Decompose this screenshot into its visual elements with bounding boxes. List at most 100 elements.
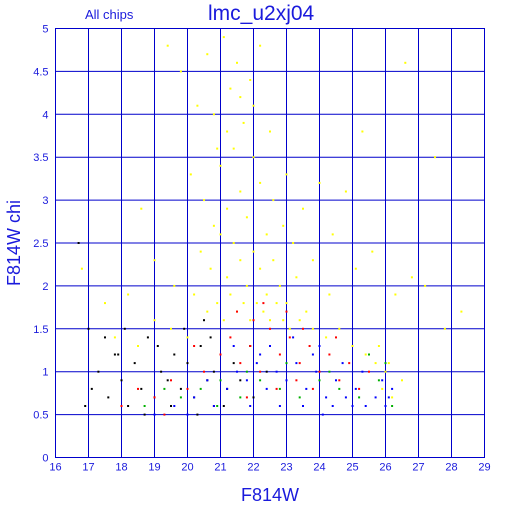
scatter-point <box>222 319 225 322</box>
scatter-point <box>226 207 229 210</box>
scatter-point <box>259 379 262 382</box>
scatter-point <box>278 284 281 287</box>
scatter-point <box>252 156 255 159</box>
scatter-point <box>173 353 176 356</box>
scatter-point <box>285 173 288 176</box>
scatter-point <box>242 121 245 124</box>
scatter-point <box>262 302 265 305</box>
scatter-point <box>384 362 387 365</box>
scatter-point <box>285 362 288 365</box>
scatter-point <box>338 327 341 330</box>
scatter-point <box>153 319 156 322</box>
scatter-point <box>269 327 271 330</box>
scatter-point <box>113 336 116 339</box>
scatter-point <box>186 413 189 416</box>
x-axis-label: F814W <box>241 485 299 505</box>
scatter-point <box>242 302 245 305</box>
y-tick-label: 4.5 <box>33 66 48 78</box>
scatter-point <box>236 370 238 373</box>
scatter-point <box>143 405 146 407</box>
scatter-point <box>219 379 222 382</box>
scatter-point <box>206 310 209 313</box>
scatter-point <box>226 387 229 390</box>
scatter-point <box>344 396 347 399</box>
scatter-point <box>216 405 219 407</box>
scatter-point <box>361 130 364 133</box>
scatter-point <box>239 259 242 262</box>
chart-title: lmc_u2xj04 <box>208 2 315 25</box>
scatter-point <box>140 207 143 210</box>
scatter-point <box>311 387 314 390</box>
scatter-point <box>127 293 130 296</box>
scatter-point <box>212 370 215 373</box>
scatter-point <box>193 293 196 296</box>
x-tick-labels: 16 17 18 19 20 21 22 23 24 25 26 27 28 29 <box>49 462 490 474</box>
scatter-point <box>278 387 281 390</box>
x-tick-label: 16 <box>49 462 61 474</box>
scatter-point <box>87 327 90 330</box>
scatter-point <box>381 379 384 382</box>
scatter-point <box>143 413 146 416</box>
y-tick-label: 4 <box>42 109 48 121</box>
y-tick-label: 0 <box>42 453 48 465</box>
scatter-point <box>173 405 176 407</box>
scatter-point <box>189 173 192 176</box>
scatter-point <box>166 44 169 47</box>
scatter-point <box>236 61 238 64</box>
scatter-point <box>269 319 271 322</box>
scatter-point <box>203 319 205 322</box>
scatter-point <box>295 362 298 365</box>
scatter-point <box>163 413 166 416</box>
scatter-point <box>391 405 394 407</box>
scatter-point <box>199 250 202 253</box>
scatter-point <box>113 353 116 356</box>
y-tick-label: 2 <box>42 281 48 293</box>
scatter-point <box>212 113 215 116</box>
scatter-point <box>305 387 308 390</box>
scatter-point <box>272 259 275 262</box>
scatter-point <box>170 327 172 330</box>
scatter-point <box>391 387 394 390</box>
scatter-point <box>404 61 407 64</box>
scatter-point <box>338 387 341 390</box>
scatter-point <box>368 353 370 356</box>
scatter-point <box>377 345 380 347</box>
scatter-series <box>120 302 370 416</box>
scatter-point <box>193 345 196 347</box>
scatter-point <box>278 353 281 356</box>
x-tick-label: 26 <box>379 462 391 474</box>
scatter-point <box>229 293 232 296</box>
scatter-point <box>358 387 361 390</box>
scatter-point <box>153 259 156 262</box>
scatter-point <box>236 310 238 313</box>
scatter-point <box>133 362 136 365</box>
scatter-point <box>170 405 172 407</box>
scatter-point <box>193 396 196 399</box>
scatter-point <box>226 276 229 279</box>
scatter-point <box>252 319 255 322</box>
scatter-point <box>104 336 106 339</box>
scatter-point <box>354 267 357 270</box>
y-tick-label: 3.5 <box>33 152 48 164</box>
scatter-point <box>199 387 202 390</box>
scatter-point <box>255 362 258 365</box>
scatter-point <box>275 387 278 390</box>
x-tick-label: 23 <box>280 462 292 474</box>
scatter-point <box>351 405 354 407</box>
scatter-point <box>196 413 199 416</box>
scatter-point <box>219 164 222 167</box>
scatter-point <box>285 310 288 313</box>
scatter-point <box>160 370 163 373</box>
scatter-point <box>255 302 258 305</box>
scatter-point <box>203 370 205 373</box>
scatter-point <box>239 379 242 382</box>
scatter-point <box>269 130 271 133</box>
scatter-point <box>163 387 166 390</box>
scatter-point <box>229 87 232 90</box>
scatter-point <box>259 181 262 184</box>
x-tick-label: 27 <box>412 462 424 474</box>
scatter-point <box>249 79 252 81</box>
scatter-point <box>325 396 328 399</box>
x-tick-label: 28 <box>445 462 457 474</box>
